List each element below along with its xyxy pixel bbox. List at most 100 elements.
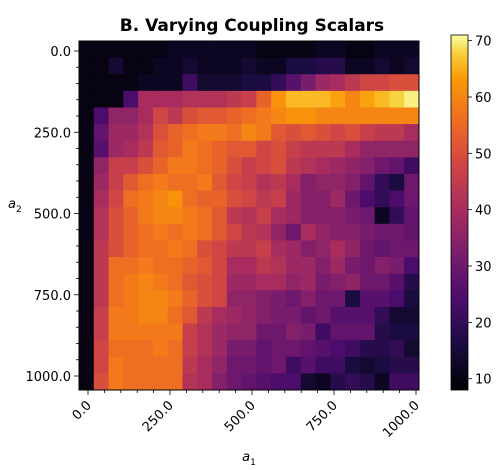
heatmap-cell <box>138 240 154 258</box>
y-axis-label: a2 <box>8 197 22 215</box>
heatmap-cell <box>241 124 257 142</box>
heatmap-cell <box>167 90 183 108</box>
heatmap-cell <box>197 41 213 59</box>
heatmap-cell <box>404 340 420 358</box>
heatmap-cell <box>285 190 302 208</box>
heatmap-cell <box>300 223 316 241</box>
heatmap-cell <box>389 157 405 175</box>
heatmap-cell <box>152 356 169 374</box>
heatmap-cell <box>300 107 316 125</box>
heatmap-cell <box>212 356 228 374</box>
heatmap-cell <box>93 140 109 158</box>
heatmap-cell <box>197 306 213 324</box>
heatmap-cell <box>256 41 272 59</box>
heatmap-cell <box>197 190 213 208</box>
heatmap-cell <box>79 356 95 374</box>
heatmap-cell <box>359 273 376 291</box>
heatmap-cell <box>271 306 287 324</box>
heatmap-cell <box>212 57 228 75</box>
heatmap-cell <box>79 140 95 158</box>
heatmap-cell <box>300 306 316 324</box>
heatmap-cell <box>330 257 346 275</box>
heatmap-cell <box>345 273 361 291</box>
heatmap-cell <box>123 207 139 225</box>
heatmap-cell <box>404 41 420 59</box>
heatmap-cell <box>315 57 331 75</box>
heatmap-cell <box>345 356 361 374</box>
heatmap-cell <box>167 223 183 241</box>
heatmap-cell <box>345 373 361 391</box>
heatmap-cell <box>79 240 95 258</box>
heatmap-cell <box>79 124 95 142</box>
heatmap-cell <box>330 124 346 142</box>
heatmap-cell <box>138 124 154 142</box>
heatmap-cell <box>359 124 376 142</box>
heatmap-cell <box>152 306 169 324</box>
heatmap-cell <box>359 57 376 75</box>
heatmap-cell <box>182 140 198 158</box>
heatmap-cell <box>300 124 316 142</box>
heatmap-cell <box>256 124 272 142</box>
heatmap-cell <box>79 373 95 391</box>
heatmap-cell <box>345 41 361 59</box>
heatmap-cell <box>167 74 183 92</box>
heatmap-cell <box>138 257 154 275</box>
heatmap-cell <box>212 323 228 341</box>
heatmap-cell <box>345 290 361 308</box>
heatmap-cell <box>330 157 346 175</box>
heatmap-cell <box>108 273 124 291</box>
heatmap-cell <box>315 273 331 291</box>
heatmap-cell <box>212 273 228 291</box>
heatmap-cell <box>389 207 405 225</box>
heatmap-cell <box>300 190 316 208</box>
heatmap-cell <box>182 356 198 374</box>
heatmap-cell <box>108 74 124 92</box>
heatmap-cell <box>226 90 243 108</box>
heatmap-cell <box>108 173 124 191</box>
heatmap-cell <box>315 207 331 225</box>
heatmap-cell <box>285 273 302 291</box>
heatmap-cell <box>345 207 361 225</box>
heatmap-cell <box>212 190 228 208</box>
heatmap-cell <box>167 373 183 391</box>
heatmap-cell <box>345 257 361 275</box>
heatmap-cell <box>226 356 243 374</box>
heatmap-cell <box>138 223 154 241</box>
heatmap-cell <box>108 41 124 59</box>
heatmap-cell <box>226 190 243 208</box>
heatmap-cell <box>108 306 124 324</box>
heatmap-cell <box>182 173 198 191</box>
y-tick-label: 250.0 <box>34 126 71 141</box>
heatmap-cell <box>315 107 331 125</box>
heatmap-cell <box>374 290 390 308</box>
heatmap-cell <box>241 273 257 291</box>
heatmap-cell <box>182 190 198 208</box>
heatmap-cell <box>241 207 257 225</box>
heatmap-cell <box>374 257 390 275</box>
heatmap-cell <box>152 190 169 208</box>
heatmap-cell <box>359 306 376 324</box>
heatmap-cell <box>197 257 213 275</box>
heatmap-cell <box>300 356 316 374</box>
heatmap-cell <box>404 157 420 175</box>
heatmap-cell <box>256 257 272 275</box>
heatmap-cell <box>93 273 109 291</box>
heatmap-cell <box>182 323 198 341</box>
heatmap-cell <box>123 223 139 241</box>
heatmap-cell <box>389 173 405 191</box>
heatmap-cell <box>285 207 302 225</box>
heatmap-cell <box>315 74 331 92</box>
x-tick-label: 250.0 <box>140 398 177 435</box>
heatmap-cell <box>182 124 198 142</box>
heatmap-cell <box>108 323 124 341</box>
heatmap-cell <box>389 190 405 208</box>
heatmap-cell <box>138 140 154 158</box>
chart-title: B. Varying Coupling Scalars <box>120 16 384 36</box>
heatmap-cell <box>212 223 228 241</box>
heatmap-cell <box>345 107 361 125</box>
heatmap-cell <box>197 173 213 191</box>
heatmap-cell <box>123 157 139 175</box>
heatmap-cell <box>138 90 154 108</box>
heatmap-cell <box>285 340 302 358</box>
heatmap-cell <box>123 107 139 125</box>
